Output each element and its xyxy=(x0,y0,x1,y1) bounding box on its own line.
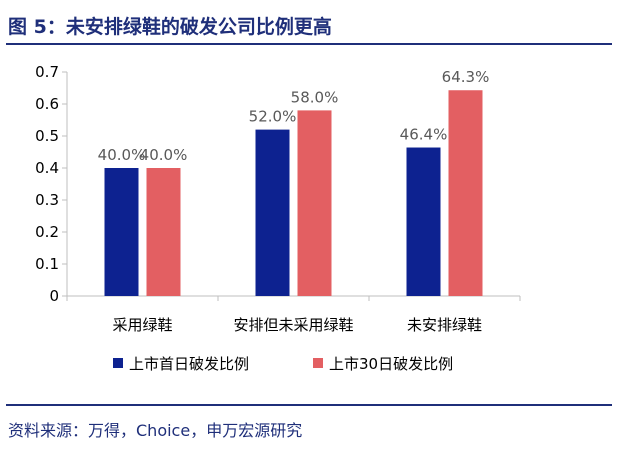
chart-title: 图 5：未安排绿鞋的破发公司比例更高 xyxy=(8,16,332,38)
y-tick-label: 0.5 xyxy=(35,127,59,145)
bar-day1 xyxy=(255,129,290,296)
legend-swatch xyxy=(113,358,123,368)
footer-divider xyxy=(6,404,612,406)
data-label: 46.4% xyxy=(400,126,448,144)
data-label: 52.0% xyxy=(249,108,297,126)
title-divider xyxy=(6,43,612,45)
y-tick-label: 0.1 xyxy=(35,255,59,273)
x-category-label: 未安排绿鞋 xyxy=(407,316,482,334)
bar-day1 xyxy=(406,147,441,296)
x-category-label: 安排但未采用绿鞋 xyxy=(233,316,353,334)
data-label: 58.0% xyxy=(291,88,339,106)
bar-day30 xyxy=(297,110,332,297)
bar-day30 xyxy=(146,168,181,296)
bar-day30 xyxy=(448,90,483,297)
legend-label: 上市30日破发比例 xyxy=(329,355,453,373)
y-tick-label: 0.2 xyxy=(35,223,59,241)
data-label: 40.0% xyxy=(98,146,146,164)
legend-swatch xyxy=(313,358,323,368)
source-note: 资料来源：万得，Choice，申万宏源研究 xyxy=(8,421,303,440)
y-tick-label: 0.4 xyxy=(35,159,59,177)
y-tick-label: 0 xyxy=(49,287,59,305)
bar-chart: 0 0.1 0.2 0.3 0.4 0.5 0.6 0.7 采用绿鞋 40.0%40.0% 安排但未… xyxy=(35,63,521,373)
legend-label: 上市首日破发比例 xyxy=(129,355,249,373)
data-label: 64.3% xyxy=(442,68,490,86)
y-tick-label: 0.3 xyxy=(35,191,59,209)
y-tick-label: 0.7 xyxy=(35,63,59,81)
bar-day1 xyxy=(104,168,139,296)
y-tick-label: 0.6 xyxy=(35,95,59,113)
data-label: 40.0% xyxy=(140,146,188,164)
x-category-label: 采用绿鞋 xyxy=(112,316,172,334)
